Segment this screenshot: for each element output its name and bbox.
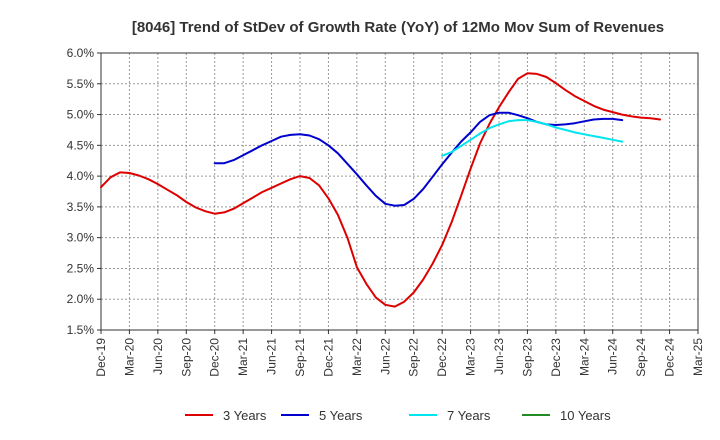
series-line-7-years bbox=[441, 119, 624, 157]
x-tick-label: Mar-24 bbox=[577, 338, 591, 376]
y-tick-label: 1.5% bbox=[67, 323, 95, 337]
y-tick-label: 4.0% bbox=[67, 169, 95, 183]
series-line-5-years bbox=[213, 111, 624, 207]
y-tick-label: 5.5% bbox=[67, 77, 95, 91]
x-tick-label: Mar-20 bbox=[122, 338, 136, 376]
x-tick-label: Dec-19 bbox=[94, 338, 108, 377]
x-tick-label: Jun-20 bbox=[151, 338, 165, 375]
x-tick-label: Dec-20 bbox=[208, 338, 222, 377]
legend-label: 7 Years bbox=[447, 408, 491, 423]
y-tick-label: 6.0% bbox=[67, 46, 95, 60]
legend-label: 10 Years bbox=[560, 408, 611, 423]
x-tick-label: Jun-24 bbox=[606, 338, 620, 375]
x-tick-label: Dec-22 bbox=[435, 338, 449, 377]
x-tick-label: Mar-23 bbox=[464, 338, 478, 376]
legend-label: 3 Years bbox=[223, 408, 267, 423]
legend: 3 Years 5 Years 7 Years 10 Years bbox=[185, 408, 611, 423]
y-tick-label: 3.0% bbox=[67, 231, 95, 245]
x-tick-label: Mar-25 bbox=[691, 338, 705, 376]
y-tick-label: 5.0% bbox=[67, 108, 95, 122]
x-tick-label: Sep-20 bbox=[179, 338, 193, 377]
series-line-3-years bbox=[100, 72, 662, 308]
chart-title: [8046] Trend of StDev of Growth Rate (Yo… bbox=[132, 19, 664, 36]
x-tick-label: Dec-24 bbox=[663, 338, 677, 377]
x-tick-label: Mar-21 bbox=[236, 338, 250, 376]
y-tick-label: 2.5% bbox=[67, 261, 95, 275]
x-tick-label: Dec-23 bbox=[549, 338, 563, 377]
x-tick-label: Jun-22 bbox=[378, 338, 392, 375]
x-tick-label: Jun-23 bbox=[492, 338, 506, 375]
legend-label: 5 Years bbox=[319, 408, 363, 423]
x-tick-label: Sep-23 bbox=[520, 338, 534, 377]
y-tick-label: 3.5% bbox=[67, 200, 95, 214]
x-tick-label: Sep-24 bbox=[634, 338, 648, 377]
x-tick-label: Sep-21 bbox=[293, 338, 307, 377]
plot-frame bbox=[100, 52, 699, 331]
x-tick-label: Jun-21 bbox=[265, 338, 279, 375]
x-tick-label: Sep-22 bbox=[407, 338, 421, 377]
x-tick-label: Dec-21 bbox=[321, 338, 335, 377]
axes: 1.5% 2.0% 2.5% 3.0% 3.5% 4.0% 4.5% 5.0% 5.5% 6.0%… bbox=[67, 46, 705, 377]
y-tick-label: 2.0% bbox=[67, 292, 95, 306]
grid-lines bbox=[100, 52, 699, 331]
y-tick-label: 4.5% bbox=[67, 138, 95, 152]
x-tick-label: Mar-22 bbox=[350, 338, 364, 376]
series-lines bbox=[100, 72, 662, 308]
